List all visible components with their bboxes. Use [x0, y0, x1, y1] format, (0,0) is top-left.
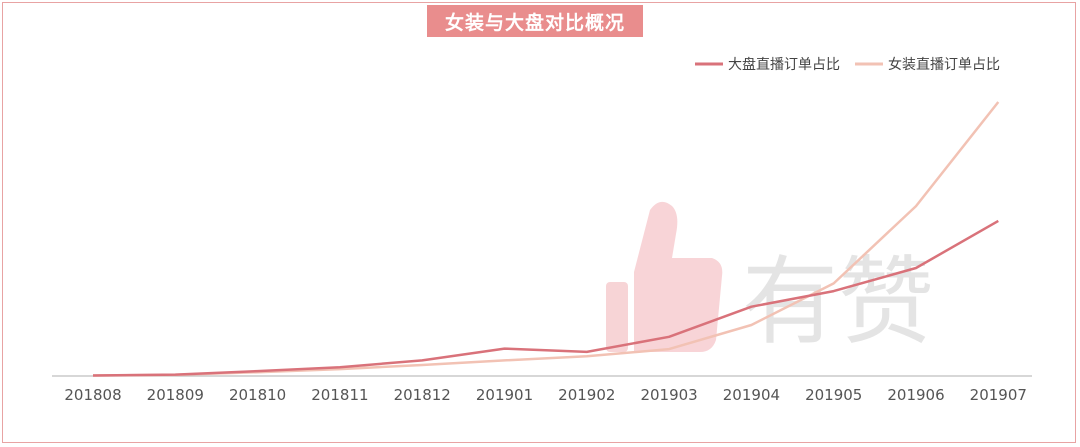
thumbs-up-icon — [606, 201, 723, 352]
x-tick-label: 201901 — [476, 386, 533, 404]
x-tick-label: 201905 — [805, 386, 862, 404]
series-line-1 — [92, 219, 999, 377]
x-tick-label: 201812 — [394, 386, 451, 404]
x-tick-label: 201906 — [887, 386, 944, 404]
x-tick-label: 201904 — [723, 386, 780, 404]
watermark: 有赞 — [606, 201, 934, 358]
x-tick-label: 201907 — [970, 386, 1027, 404]
x-tick-label: 201903 — [640, 386, 697, 404]
legend-label-2: 女装直播订单占比 — [888, 56, 1000, 73]
x-tick-label: 201808 — [64, 386, 121, 404]
x-tick-label: 201902 — [558, 386, 615, 404]
x-tick-label: 201810 — [229, 386, 286, 404]
series-lines — [92, 101, 1000, 377]
x-tick-label: 201809 — [147, 386, 204, 404]
x-tick-label: 201811 — [311, 386, 368, 404]
x-axis-ticks: 201808 201809 201810 201811 201812 201901 2019… — [64, 386, 1027, 404]
chart-title: 女装与大盘对比概况 — [427, 5, 643, 37]
legend: 大盘直播订单占比 女装直播订单占比 — [695, 56, 1000, 73]
legend-label-1: 大盘直播订单占比 — [728, 56, 840, 73]
